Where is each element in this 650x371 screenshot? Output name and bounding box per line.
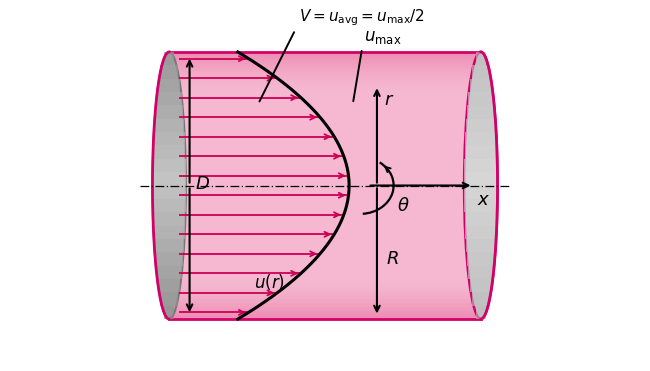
Polygon shape [169, 295, 481, 296]
Polygon shape [153, 145, 185, 159]
Polygon shape [169, 288, 481, 290]
Polygon shape [169, 53, 481, 55]
Polygon shape [169, 77, 481, 79]
Polygon shape [169, 296, 481, 298]
Polygon shape [169, 307, 481, 308]
Text: $R$: $R$ [386, 250, 399, 268]
Polygon shape [158, 79, 180, 92]
Polygon shape [169, 306, 481, 307]
Polygon shape [465, 212, 497, 226]
Polygon shape [169, 310, 481, 311]
Ellipse shape [153, 52, 186, 319]
Polygon shape [169, 52, 481, 53]
Polygon shape [157, 92, 182, 105]
Polygon shape [169, 314, 481, 315]
Polygon shape [464, 172, 497, 186]
Polygon shape [465, 132, 497, 145]
Polygon shape [161, 292, 178, 306]
Polygon shape [169, 67, 481, 68]
Polygon shape [169, 298, 481, 299]
Polygon shape [158, 279, 180, 292]
Polygon shape [465, 145, 497, 159]
Polygon shape [169, 318, 481, 319]
Text: $V = u_\mathrm{avg} = u_\mathrm{max}/2$: $V = u_\mathrm{avg} = u_\mathrm{max}/2$ [299, 7, 425, 28]
Polygon shape [470, 79, 492, 92]
Polygon shape [154, 119, 184, 132]
Polygon shape [470, 279, 492, 292]
Polygon shape [169, 52, 481, 319]
Polygon shape [169, 301, 481, 302]
Text: $D$: $D$ [195, 175, 210, 193]
Polygon shape [466, 239, 496, 252]
Polygon shape [169, 291, 481, 292]
Polygon shape [169, 312, 481, 314]
Polygon shape [169, 60, 481, 61]
Polygon shape [169, 76, 481, 77]
Polygon shape [161, 65, 178, 79]
Polygon shape [465, 226, 497, 239]
Polygon shape [468, 266, 493, 279]
Polygon shape [169, 69, 481, 70]
Polygon shape [169, 315, 481, 316]
Polygon shape [157, 266, 182, 279]
Polygon shape [169, 64, 481, 65]
Polygon shape [464, 199, 497, 212]
Polygon shape [169, 72, 481, 73]
Polygon shape [155, 252, 183, 266]
Polygon shape [476, 306, 486, 319]
Text: $r$: $r$ [384, 91, 395, 109]
Polygon shape [153, 199, 186, 212]
Polygon shape [466, 119, 496, 132]
Polygon shape [169, 63, 481, 64]
Polygon shape [169, 316, 481, 318]
Polygon shape [169, 57, 481, 59]
Text: $x$: $x$ [477, 191, 490, 209]
Polygon shape [153, 212, 185, 226]
Polygon shape [164, 52, 174, 65]
Polygon shape [472, 65, 489, 79]
Polygon shape [169, 299, 481, 301]
Polygon shape [169, 56, 481, 57]
Polygon shape [169, 290, 481, 291]
Text: $u(r)$: $u(r)$ [254, 272, 285, 292]
Polygon shape [169, 61, 481, 63]
Polygon shape [155, 105, 183, 119]
Polygon shape [154, 239, 184, 252]
Polygon shape [169, 70, 481, 72]
Polygon shape [153, 226, 185, 239]
Text: $u_\mathrm{max}$: $u_\mathrm{max}$ [364, 28, 402, 46]
Text: $\theta$: $\theta$ [397, 197, 410, 216]
Polygon shape [169, 59, 481, 60]
Polygon shape [169, 73, 481, 75]
Polygon shape [467, 105, 495, 119]
Polygon shape [169, 304, 481, 306]
Polygon shape [476, 52, 486, 65]
Polygon shape [169, 294, 481, 295]
Polygon shape [169, 308, 481, 310]
Polygon shape [153, 159, 186, 172]
Polygon shape [164, 306, 174, 319]
Polygon shape [153, 186, 186, 199]
Polygon shape [468, 92, 493, 105]
Polygon shape [169, 81, 481, 83]
Polygon shape [464, 159, 497, 172]
Ellipse shape [464, 52, 497, 319]
Polygon shape [169, 68, 481, 69]
Polygon shape [472, 292, 489, 306]
Polygon shape [169, 302, 481, 303]
Polygon shape [169, 311, 481, 312]
Polygon shape [464, 186, 497, 199]
Polygon shape [169, 80, 481, 81]
Polygon shape [169, 75, 481, 76]
Polygon shape [169, 55, 481, 56]
Polygon shape [153, 132, 185, 145]
Polygon shape [153, 172, 186, 186]
Polygon shape [169, 79, 481, 80]
Polygon shape [169, 292, 481, 294]
Polygon shape [169, 303, 481, 304]
Polygon shape [467, 252, 495, 266]
Polygon shape [169, 65, 481, 67]
